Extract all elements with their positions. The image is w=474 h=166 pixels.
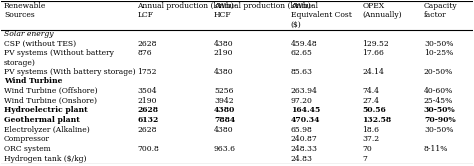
Text: 876: 876 [137, 49, 152, 57]
Text: Wind Turbine (Onshore): Wind Turbine (Onshore) [4, 97, 97, 105]
Text: 65.98: 65.98 [291, 126, 313, 134]
Text: Compressor: Compressor [4, 135, 50, 143]
Text: PV systems (With battery storage): PV systems (With battery storage) [4, 68, 136, 76]
Text: 4380: 4380 [214, 68, 234, 76]
Text: 7884: 7884 [214, 116, 235, 124]
Text: Hydroelectric plant: Hydroelectric plant [4, 106, 88, 114]
Text: Renewable
Sources: Renewable Sources [4, 2, 46, 19]
Text: 8-11%: 8-11% [424, 145, 448, 153]
Text: CSP (without TES): CSP (without TES) [4, 40, 76, 48]
Text: Annual production (kWh)-
HCF: Annual production (kWh)- HCF [214, 2, 313, 19]
Text: 62.65: 62.65 [291, 49, 313, 57]
Text: Solar energy: Solar energy [4, 30, 54, 38]
Text: 37.2: 37.2 [363, 135, 380, 143]
Text: 1752: 1752 [137, 68, 156, 76]
Text: 700.8: 700.8 [137, 145, 159, 153]
Text: 97.20: 97.20 [291, 97, 313, 105]
Text: 263.94: 263.94 [291, 87, 318, 95]
Text: Wind Turbine: Wind Turbine [4, 77, 63, 85]
Text: 470.34: 470.34 [291, 116, 320, 124]
Text: 24.83: 24.83 [291, 155, 313, 163]
Text: 17.66: 17.66 [363, 49, 384, 57]
Text: 3504: 3504 [137, 87, 157, 95]
Text: 27.4: 27.4 [363, 97, 380, 105]
Text: 132.58: 132.58 [363, 116, 392, 124]
Text: 963.6: 963.6 [214, 145, 236, 153]
Text: 129.52: 129.52 [363, 40, 389, 48]
Text: 2190: 2190 [137, 97, 156, 105]
Text: 74.4: 74.4 [363, 87, 380, 95]
Text: 30-50%: 30-50% [424, 106, 456, 114]
Text: ORC system: ORC system [4, 145, 51, 153]
Text: 10-25%: 10-25% [424, 49, 453, 57]
Text: 70-90%: 70-90% [424, 116, 456, 124]
Text: Annual
Equivalent Cost
($): Annual Equivalent Cost ($) [291, 2, 352, 29]
Text: 164.45: 164.45 [291, 106, 320, 114]
Text: 18.6: 18.6 [363, 126, 380, 134]
Text: 25-45%: 25-45% [424, 97, 453, 105]
Text: 6132: 6132 [137, 116, 158, 124]
Text: 30-50%: 30-50% [424, 40, 453, 48]
Text: 2190: 2190 [214, 49, 234, 57]
Text: 2628: 2628 [137, 40, 156, 48]
Text: 4380: 4380 [214, 106, 235, 114]
Text: 85.63: 85.63 [291, 68, 313, 76]
Text: Hydrogen tank ($/kg): Hydrogen tank ($/kg) [4, 155, 86, 163]
Text: 459.48: 459.48 [291, 40, 318, 48]
Text: 2628: 2628 [137, 106, 158, 114]
Text: 240.87: 240.87 [291, 135, 318, 143]
Text: PV systems (Without battery
storage): PV systems (Without battery storage) [4, 49, 114, 67]
Text: Electrolyzer (Alkaline): Electrolyzer (Alkaline) [4, 126, 90, 134]
Text: Wind Turbine (Offshore): Wind Turbine (Offshore) [4, 87, 98, 95]
Text: Capacity
factor: Capacity factor [424, 2, 457, 19]
Text: 30-50%: 30-50% [424, 126, 453, 134]
Text: OPEX
(Annually): OPEX (Annually) [363, 2, 402, 19]
Text: Annual production (kWh)-
LCF: Annual production (kWh)- LCF [137, 2, 237, 19]
Text: 50.56: 50.56 [363, 106, 386, 114]
Text: 4380: 4380 [214, 40, 234, 48]
Text: 24.14: 24.14 [363, 68, 384, 76]
Text: 5256: 5256 [214, 87, 234, 95]
Text: 20-50%: 20-50% [424, 68, 453, 76]
Text: 7: 7 [363, 155, 367, 163]
Text: 248.33: 248.33 [291, 145, 318, 153]
Text: Geothermal plant: Geothermal plant [4, 116, 80, 124]
Text: 40-60%: 40-60% [424, 87, 453, 95]
Text: 70: 70 [363, 145, 372, 153]
Text: 2628: 2628 [137, 126, 156, 134]
Text: 3942: 3942 [214, 97, 234, 105]
Text: 4380: 4380 [214, 126, 234, 134]
